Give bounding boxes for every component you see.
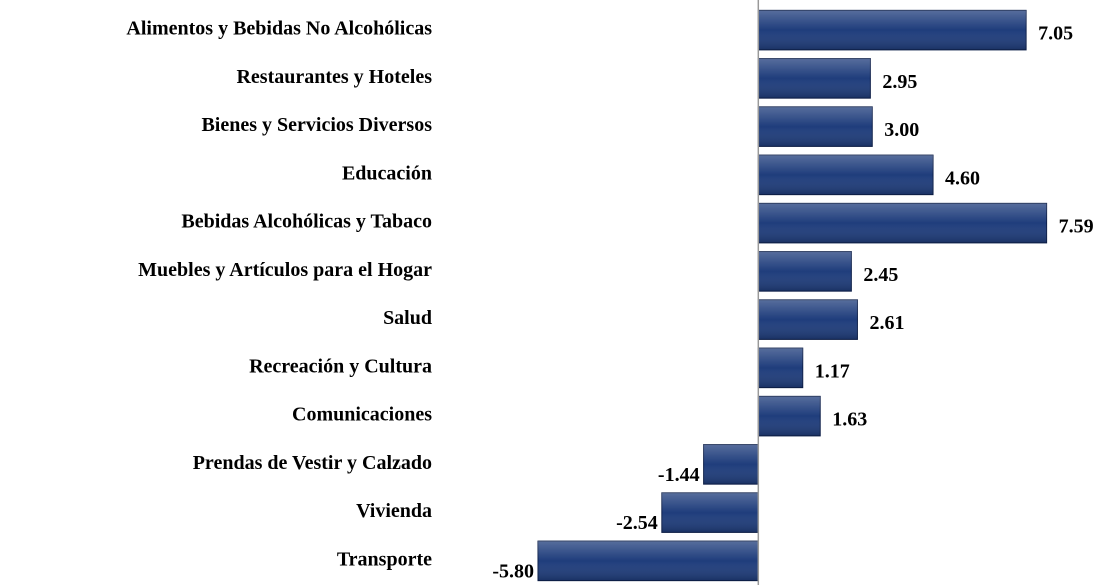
bar xyxy=(757,251,852,292)
category-label: Muebles y Artículos para el Hogar xyxy=(138,259,432,281)
value-label: 3.00 xyxy=(884,119,919,141)
category-label: Restaurantes y Hoteles xyxy=(236,66,432,88)
value-label: -2.54 xyxy=(616,512,658,534)
category-label: Bebidas Alcohólicas y Tabaco xyxy=(181,211,432,233)
category-label: Prendas de Vestir y Calzado xyxy=(193,452,432,474)
category-label: Recreación y Cultura xyxy=(249,355,432,377)
bar xyxy=(537,540,759,582)
bar xyxy=(703,444,759,485)
category-label: Comunicaciones xyxy=(292,404,432,426)
value-label: 2.45 xyxy=(863,264,898,286)
bar xyxy=(757,202,1048,244)
category-label: Transporte xyxy=(337,548,432,570)
bar xyxy=(757,395,821,437)
value-label: 4.60 xyxy=(945,167,980,189)
value-label: 2.95 xyxy=(882,71,917,93)
bar xyxy=(661,492,759,533)
category-label: Alimentos y Bebidas No Alcohólicas xyxy=(126,18,432,40)
value-label: 7.05 xyxy=(1038,23,1073,45)
category-label: Educación xyxy=(342,162,432,184)
category-label: Vivienda xyxy=(356,500,432,522)
category-label: Salud xyxy=(383,307,432,329)
value-label: -5.80 xyxy=(492,560,534,582)
value-label: -1.44 xyxy=(658,464,700,486)
category-label: Bienes y Servicios Diversos xyxy=(201,114,432,136)
bar xyxy=(757,106,873,147)
value-label: 1.63 xyxy=(832,409,867,431)
value-label: 2.61 xyxy=(869,312,904,334)
value-label: 1.17 xyxy=(815,360,850,382)
bar xyxy=(757,347,804,389)
bar xyxy=(757,154,934,196)
bar xyxy=(757,58,871,99)
value-label: 7.59 xyxy=(1059,216,1094,238)
bar xyxy=(757,9,1027,51)
bar xyxy=(757,299,858,340)
